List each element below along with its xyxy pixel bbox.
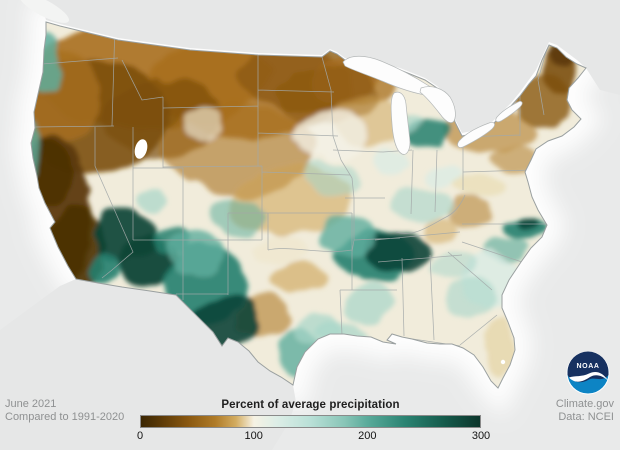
canada-landmass [0,0,620,133]
legend-ticks: 0 100 200 300 [136,430,490,444]
vancouver-island [18,0,70,23]
legend-tick-label: 0 [136,430,144,442]
legend: Percent of average precipitation 0 100 200… [136,399,490,444]
data-source-line: Data: NCEI [558,410,614,423]
credit-caption: Climate.gov Data: NCEI [556,398,614,423]
lake-huron [419,86,456,123]
great-lakes [342,55,523,155]
lake-ontario [495,101,523,123]
date-line: June 2021 [5,398,57,410]
baseline-line: Compared to 1991-2020 [5,410,125,423]
legend-tick-label: 200 [358,430,377,442]
state-borders [32,23,549,347]
lake-okeechobee [500,359,506,365]
lake-michigan [390,91,411,155]
mexico-landmass [0,279,296,450]
seagull-icon [569,371,608,382]
date-caption: June 2021 Compared to 1991-2020 [5,398,124,423]
legend-colorbar [140,415,481,428]
noaa-logo: NOAA [566,351,610,395]
legend-title: Percent of average precipitation [221,399,400,411]
great-salt-lake [134,139,148,159]
legend-tick-label: 100 [244,430,263,442]
noaa-logo-text: NOAA [576,363,599,370]
legend-tick-label: 300 [471,430,491,442]
lake-erie [457,122,495,148]
publisher-line: Climate.gov [555,398,614,410]
